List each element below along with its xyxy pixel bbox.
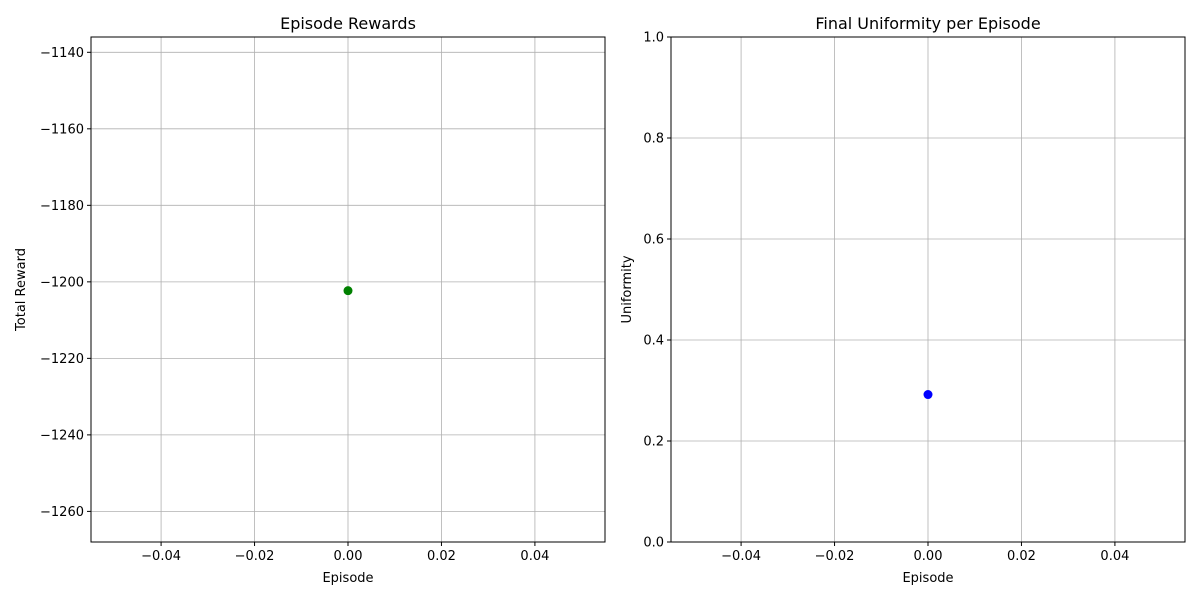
uniformity-y-tick-label: 0.4 bbox=[643, 334, 664, 349]
rewards-x-tick-label: 0.04 bbox=[520, 549, 549, 564]
uniformity-x-axis-label: Episode bbox=[902, 571, 953, 586]
rewards-y-tick-label: −1140 bbox=[40, 46, 84, 61]
rewards-y-tick-label: −1240 bbox=[40, 428, 84, 443]
uniformity-x-tick-label: −0.02 bbox=[815, 549, 855, 564]
uniformity-x-tick-label: 0.02 bbox=[1007, 549, 1036, 564]
uniformity-y-tick-label: 1.0 bbox=[643, 31, 664, 46]
uniformity-chart-title: Final Uniformity per Episode bbox=[815, 14, 1040, 33]
rewards-data-point bbox=[343, 286, 353, 296]
uniformity-x-tick-label: −0.04 bbox=[721, 549, 761, 564]
rewards-chart-title: Episode Rewards bbox=[280, 14, 416, 33]
uniformity-y-axis-label: Uniformity bbox=[620, 255, 635, 323]
rewards-y-tick-label: −1220 bbox=[40, 352, 84, 367]
uniformity-y-tick-label: 0.8 bbox=[643, 132, 664, 147]
rewards-x-tick-label: 0.02 bbox=[427, 549, 456, 564]
rewards-y-tick-label: −1160 bbox=[40, 122, 84, 137]
rewards-y-tick-label: −1200 bbox=[40, 275, 84, 290]
episode-rewards-chart: −0.04 −0.02 0.00 0.02 0.04 −1260 −1240 −1220 −12… bbox=[14, 14, 606, 586]
uniformity-x-tick-label: 0.00 bbox=[914, 549, 943, 564]
rewards-x-tick-label: −0.04 bbox=[141, 549, 181, 564]
rewards-x-tick-label: 0.00 bbox=[334, 549, 363, 564]
uniformity-y-tick-label: 0.0 bbox=[643, 536, 664, 551]
rewards-x-tick-label: −0.02 bbox=[235, 549, 275, 564]
rewards-y-axis-label: Total Reward bbox=[14, 248, 29, 332]
uniformity-y-tick-label: 0.2 bbox=[643, 435, 664, 450]
uniformity-x-tick-label: 0.04 bbox=[1100, 549, 1129, 564]
uniformity-chart: −0.04 −0.02 0.00 0.02 0.04 0.0 0.2 0.4 0.6 0.8 1.0… bbox=[620, 14, 1186, 586]
uniformity-y-tick-label: 0.6 bbox=[643, 233, 664, 248]
rewards-x-axis-label: Episode bbox=[322, 571, 373, 586]
rewards-y-tick-label: −1260 bbox=[40, 505, 84, 520]
rewards-y-tick-label: −1180 bbox=[40, 199, 84, 214]
uniformity-data-point bbox=[923, 390, 933, 400]
